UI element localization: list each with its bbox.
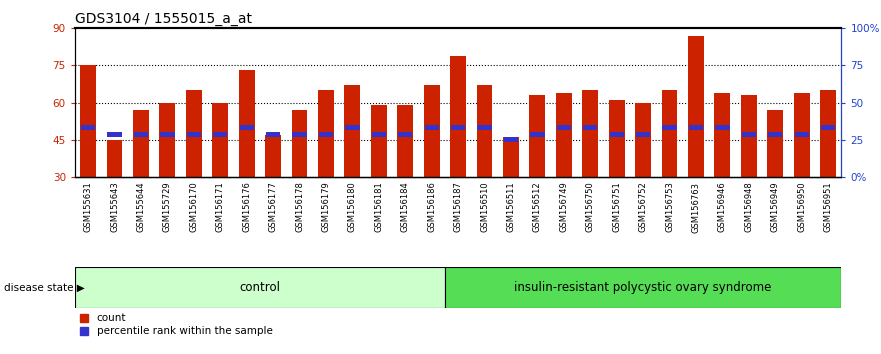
Bar: [557, 125, 571, 130]
FancyBboxPatch shape: [75, 267, 445, 308]
Bar: [821, 125, 835, 130]
Bar: [318, 90, 334, 177]
Bar: [662, 90, 677, 177]
Bar: [504, 137, 518, 142]
Text: GSM156186: GSM156186: [427, 182, 436, 232]
Bar: [424, 85, 440, 177]
Bar: [450, 56, 466, 177]
Bar: [451, 125, 465, 130]
Text: GSM155643: GSM155643: [110, 182, 119, 232]
Bar: [397, 105, 413, 177]
Text: GSM156178: GSM156178: [295, 182, 304, 232]
Text: GSM156180: GSM156180: [348, 182, 357, 232]
Text: GSM156753: GSM156753: [665, 182, 674, 232]
Text: GSM156950: GSM156950: [797, 182, 806, 232]
Text: GSM156171: GSM156171: [216, 182, 225, 232]
Text: GSM156177: GSM156177: [269, 182, 278, 232]
Bar: [133, 110, 149, 177]
Bar: [265, 135, 281, 177]
Text: GSM156184: GSM156184: [401, 182, 410, 232]
Text: GSM156176: GSM156176: [242, 182, 251, 232]
Bar: [345, 125, 359, 130]
Bar: [688, 36, 704, 177]
Bar: [820, 90, 836, 177]
Bar: [609, 100, 625, 177]
Bar: [503, 137, 519, 177]
Bar: [425, 125, 439, 130]
Bar: [478, 125, 492, 130]
Bar: [213, 132, 227, 137]
Bar: [768, 132, 782, 137]
Bar: [610, 132, 624, 137]
Bar: [160, 132, 174, 137]
Bar: [583, 125, 597, 130]
Bar: [134, 132, 148, 137]
Bar: [319, 132, 333, 137]
Bar: [689, 125, 703, 130]
Text: GDS3104 / 1555015_a_at: GDS3104 / 1555015_a_at: [75, 12, 252, 26]
Bar: [292, 132, 307, 137]
Bar: [741, 95, 757, 177]
Bar: [477, 85, 492, 177]
Bar: [663, 125, 677, 130]
Bar: [529, 95, 545, 177]
Bar: [371, 105, 387, 177]
Bar: [767, 110, 783, 177]
Bar: [556, 93, 572, 177]
Bar: [186, 90, 202, 177]
Text: GSM156179: GSM156179: [322, 182, 330, 232]
Bar: [398, 132, 412, 137]
Text: GSM155729: GSM155729: [163, 182, 172, 232]
Bar: [240, 125, 254, 130]
Bar: [530, 132, 544, 137]
Text: disease state ▶: disease state ▶: [4, 282, 85, 293]
Text: GSM156946: GSM156946: [718, 182, 727, 232]
Bar: [715, 125, 729, 130]
Bar: [159, 103, 175, 177]
Bar: [795, 132, 809, 137]
Text: insulin-resistant polycystic ovary syndrome: insulin-resistant polycystic ovary syndr…: [515, 281, 772, 294]
Bar: [187, 132, 201, 137]
Text: control: control: [240, 281, 280, 294]
Bar: [714, 93, 730, 177]
Text: GSM155644: GSM155644: [137, 182, 145, 232]
Bar: [212, 103, 228, 177]
Bar: [81, 125, 95, 130]
Text: GSM156187: GSM156187: [454, 182, 463, 232]
FancyBboxPatch shape: [445, 267, 841, 308]
Bar: [794, 93, 810, 177]
Text: GSM156951: GSM156951: [824, 182, 833, 232]
Text: GSM156511: GSM156511: [507, 182, 515, 232]
Legend: count, percentile rank within the sample: count, percentile rank within the sample: [80, 313, 272, 336]
Bar: [107, 132, 122, 137]
Text: GSM156752: GSM156752: [639, 182, 648, 232]
Bar: [80, 65, 96, 177]
Bar: [344, 85, 360, 177]
Text: GSM156749: GSM156749: [559, 182, 568, 232]
Bar: [635, 103, 651, 177]
Text: GSM156750: GSM156750: [586, 182, 595, 232]
Bar: [266, 132, 280, 137]
Bar: [292, 110, 307, 177]
Text: GSM156763: GSM156763: [692, 182, 700, 233]
Bar: [239, 70, 255, 177]
Text: GSM156181: GSM156181: [374, 182, 383, 232]
Bar: [742, 132, 756, 137]
Text: GSM156512: GSM156512: [533, 182, 542, 232]
Text: GSM156170: GSM156170: [189, 182, 198, 232]
Bar: [372, 132, 386, 137]
Text: GSM156751: GSM156751: [612, 182, 621, 232]
Bar: [582, 90, 598, 177]
Text: GSM156510: GSM156510: [480, 182, 489, 232]
Text: GSM156948: GSM156948: [744, 182, 753, 232]
Bar: [636, 132, 650, 137]
Bar: [107, 140, 122, 177]
Text: GSM155631: GSM155631: [84, 182, 93, 232]
Text: GSM156949: GSM156949: [771, 182, 780, 232]
